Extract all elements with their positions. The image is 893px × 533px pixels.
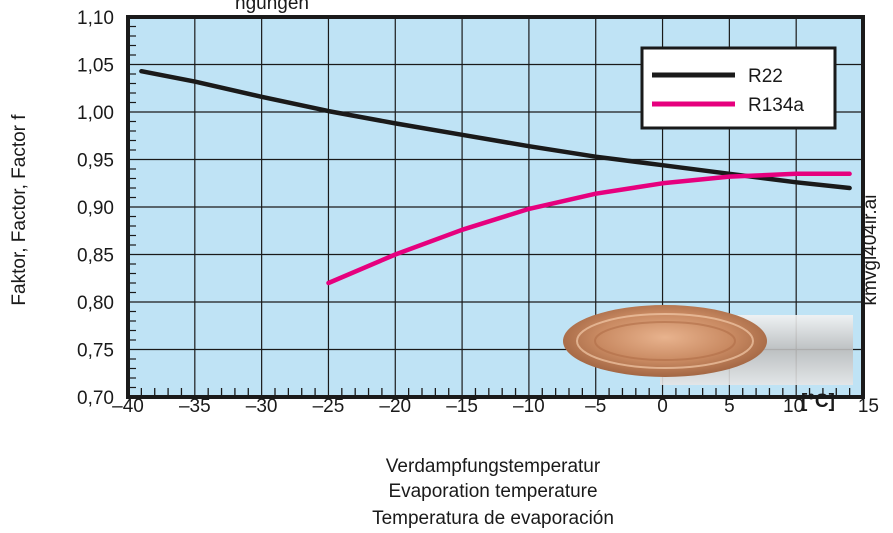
x-tick-label: –10 <box>513 396 545 417</box>
top-caption: ngungen <box>235 0 309 14</box>
series-lines <box>139 68 852 286</box>
x-tick-labels: –40 –35 –30 –25 –20 –15 –10 –5 0 5 10 15 <box>112 396 879 417</box>
x-axis-title-en: Evaporation temperature <box>388 481 597 502</box>
y-tick-label: 0,85 <box>77 246 114 267</box>
legend-box <box>640 46 837 130</box>
x-axis-unit: [°C] <box>801 391 835 412</box>
x-tick-label: 5 <box>724 396 735 417</box>
legend: R22 R134a <box>640 46 837 130</box>
x-axis-title-de: Verdampfungstemperatur <box>386 456 601 477</box>
x-tick-label: –20 <box>379 396 411 417</box>
legend-label-r134a: R134a <box>748 95 804 116</box>
x-tick-label: –40 <box>112 396 144 417</box>
y-tick-label: 1,00 <box>77 103 114 124</box>
y-tick-labels: 0,70 0,75 0,80 0,85 0,90 0,95 1,00 1,05 1,10 <box>77 8 114 409</box>
y-tick-label: 1,10 <box>77 8 114 29</box>
x-tick-label: –30 <box>246 396 278 417</box>
y-tick-label: 0,95 <box>77 151 114 172</box>
x-tick-label: –25 <box>313 396 345 417</box>
x-tick-label: 15 <box>858 396 879 417</box>
evaporator-coil-photo <box>563 305 853 385</box>
legend-label-r22: R22 <box>748 66 783 87</box>
file-label: kmvgl404ir.ai <box>860 195 881 306</box>
y-axis-title: Faktor, Factor, Factor f <box>9 114 30 306</box>
plot-border <box>126 15 865 399</box>
series-line-r134a <box>326 171 852 286</box>
y-tick-label: 0,80 <box>77 293 114 314</box>
x-tick-label: –35 <box>179 396 211 417</box>
x-tick-label: 10 <box>783 396 804 417</box>
y-tick-label: 0,90 <box>77 198 114 219</box>
x-tick-label: –15 <box>446 396 478 417</box>
x-axis-title-es: Temperatura de evaporación <box>372 508 614 529</box>
y-tick-label: 1,05 <box>77 56 114 77</box>
y-tick-label: 0,75 <box>77 341 114 362</box>
x-tick-label: –5 <box>585 396 606 417</box>
y-tick-label: 0,70 <box>77 388 114 409</box>
x-tick-label: 0 <box>657 396 668 417</box>
